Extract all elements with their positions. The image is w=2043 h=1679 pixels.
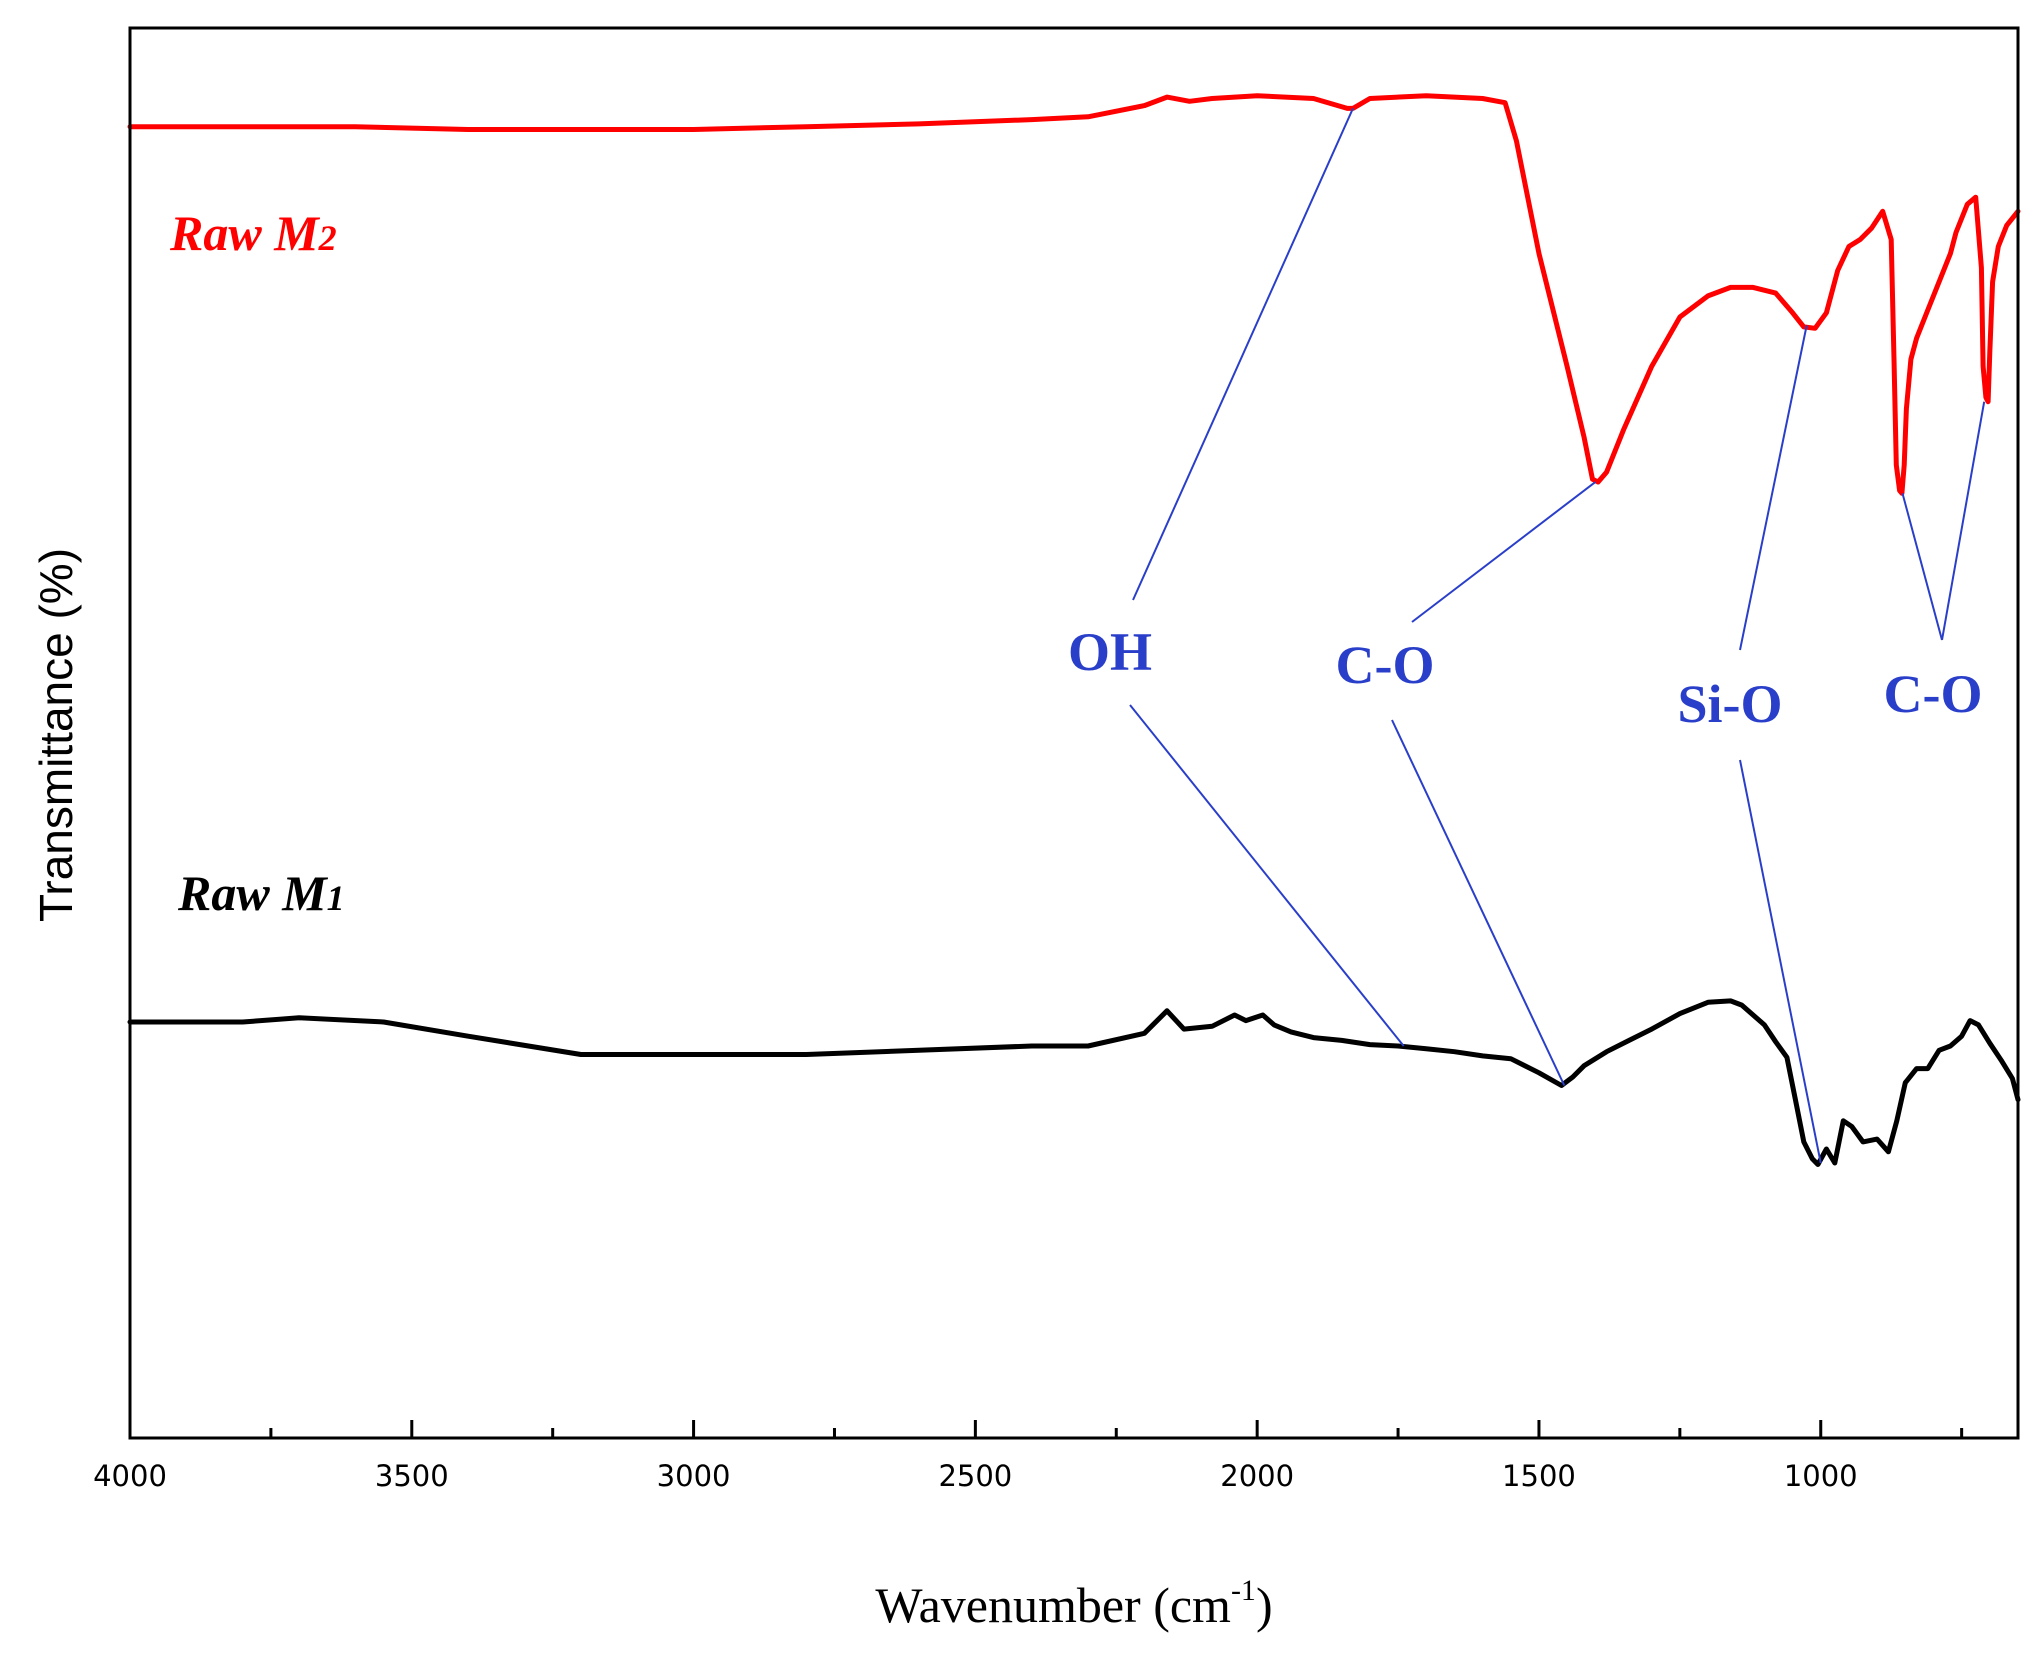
x-tick-label: 3500 [375,1459,449,1493]
x-tick-label: 2500 [938,1459,1012,1493]
x-axis-ticks: 4000 3500 3000 2500 2000 1500 1000 [93,1420,1964,1493]
annotation-layer: OH C-O Si-O C-O [1068,107,1986,1164]
series-line-raw-m1 [127,998,2021,1167]
annotation-leader [1411,481,1596,623]
x-tick-label: 2000 [1220,1459,1294,1493]
annotation-leader [1739,325,1808,651]
plot-frame [128,26,2020,1440]
x-tick-label: 1500 [1502,1459,1576,1493]
annotation-label: Si-O [1677,674,1782,734]
x-tick-label: 4000 [93,1459,167,1493]
annotation-label: OH [1068,622,1152,682]
annotation-leader [1132,107,1354,601]
annotation-leader [1941,401,1986,641]
annotation-leader [1129,704,1405,1047]
y-axis-title: Transmittance (%) [30,548,82,922]
annotation-label: C-O [1336,635,1435,695]
annotation-leader [1901,493,1943,641]
series-label-raw-m2: Raw M2 [169,205,337,261]
x-tick-label: 1000 [1784,1459,1858,1493]
x-axis-title: Wavenumber (cm-1) [875,1574,1272,1633]
x-tick-label: 3000 [657,1459,731,1493]
series-layer [127,93,2021,1167]
series-line-raw-m2 [127,93,2021,496]
annotation-label: C-O [1884,664,1983,724]
annotation-leader [1739,759,1822,1164]
series-label-raw-m1: Raw M1 [177,865,345,921]
annotation-leader [1391,719,1566,1086]
